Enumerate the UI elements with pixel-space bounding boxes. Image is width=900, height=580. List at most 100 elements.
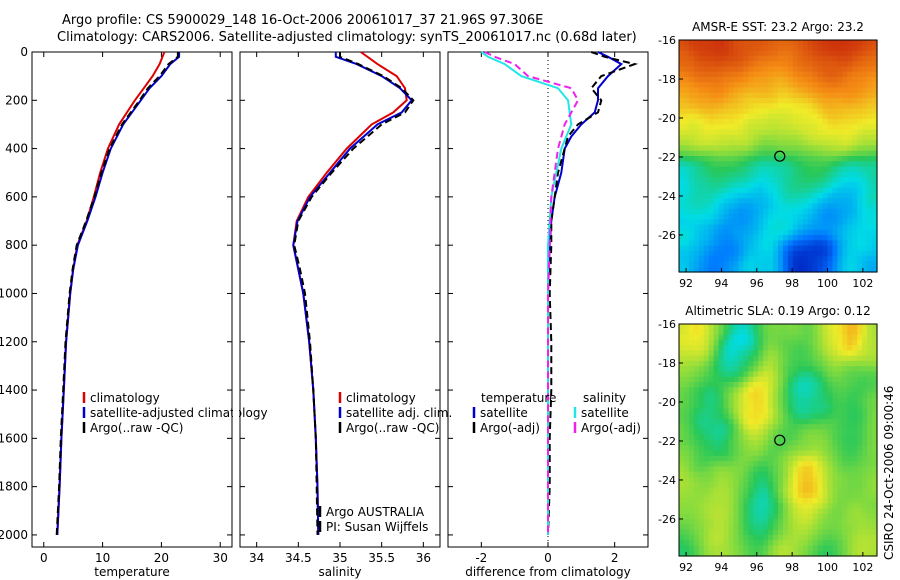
heatmap-cell (693, 382, 700, 388)
heatmap-cell (842, 387, 848, 394)
heatmap-cell (778, 482, 784, 489)
heatmap-cell (807, 545, 814, 552)
heatmap-cell (827, 113, 834, 120)
heatmap-cell (728, 129, 735, 136)
heatmap-cell (827, 339, 834, 346)
heatmap-cell (812, 413, 819, 420)
heatmap-cell (802, 171, 809, 178)
heatmap-cell (688, 545, 695, 552)
heatmap-cell (797, 418, 804, 425)
heatmap-cell (713, 466, 720, 473)
heatmap-cell (733, 214, 739, 220)
heatmap-cell (827, 519, 834, 525)
heatmap-cell (708, 140, 715, 147)
heatmap-cell (807, 519, 814, 525)
heatmap-cell (703, 224, 710, 231)
heatmap-cell (817, 376, 824, 383)
heatmap-cell (728, 487, 735, 494)
heatmap-cell (683, 150, 690, 157)
heatmap-cell (743, 235, 749, 241)
heatmap-cell (842, 492, 848, 499)
heatmap-cell (872, 397, 878, 404)
heatmap-cell (832, 445, 838, 452)
heatmap-cell (773, 103, 779, 110)
heatmap-cell (782, 113, 789, 120)
heatmap-cell (857, 450, 863, 457)
heatmap-cell (743, 376, 749, 383)
heatmap-cell (773, 92, 779, 99)
heatmap-cell (718, 513, 725, 520)
heatmap-cell (827, 61, 834, 67)
heatmap-cell (782, 235, 789, 241)
heatmap-cell (688, 145, 695, 152)
heatmap-cell (807, 392, 814, 399)
heatmap-cell (733, 171, 739, 178)
heatmap-cell (753, 513, 759, 520)
heatmap-cell (683, 498, 690, 504)
heatmap-cell (773, 492, 779, 499)
heatmap-cell (832, 198, 838, 205)
heatmap-cell (748, 108, 754, 115)
heatmap-cell (773, 177, 779, 183)
heatmap-cell (857, 224, 863, 231)
heatmap-cell (862, 119, 868, 125)
heatmap-cell (782, 329, 789, 336)
heatmap-cell (842, 461, 848, 467)
heatmap-cell (837, 334, 843, 341)
heatmap-cell (852, 134, 858, 141)
heatmap-cell (679, 240, 685, 247)
heatmap-cell (683, 434, 690, 441)
heatmap-cell (812, 61, 819, 67)
heatmap-cell (797, 177, 804, 183)
heatmap-cell (817, 82, 824, 89)
heatmap-cell (852, 534, 858, 541)
heatmap-cell (847, 445, 853, 452)
heatmap-cell (728, 408, 735, 415)
heatmap-cell (758, 87, 764, 94)
heatmap-cell (832, 418, 838, 425)
heatmap-cell (827, 266, 834, 273)
heatmap-cell (738, 418, 744, 425)
heatmap-cell (743, 519, 749, 525)
heatmap-cell (713, 482, 720, 489)
heatmap-cell (758, 166, 764, 173)
heatmap-cell (679, 387, 685, 394)
heatmap-cell (842, 382, 848, 388)
heatmap-cell (832, 76, 838, 83)
heatmap-cell (822, 487, 829, 494)
heatmap-cell (778, 108, 784, 115)
heatmap-cell (847, 256, 853, 263)
heatmap-cell (698, 219, 705, 226)
heatmap-cell (703, 503, 710, 510)
heatmap-cell (797, 508, 804, 515)
heatmap-cell (802, 529, 809, 536)
heatmap-cell (748, 240, 754, 247)
heatmap-cell (773, 198, 779, 205)
heatmap-cell (852, 471, 858, 478)
heatmap-cell (792, 92, 799, 99)
heatmap-cell (857, 334, 863, 341)
heatmap-cell (718, 235, 725, 241)
heatmap-cell (847, 219, 853, 226)
heatmap-cell (743, 229, 749, 236)
heatmap-cell (723, 450, 730, 457)
heatmap-cell (802, 440, 809, 446)
heatmap-cell (753, 445, 759, 452)
heatmap-cell (723, 498, 730, 504)
heatmap-cell (693, 66, 700, 73)
heatmap-cell (763, 119, 769, 125)
heatmap-cell (718, 124, 725, 131)
heatmap-cell (867, 103, 873, 110)
heatmap-cell (713, 224, 720, 231)
heatmap-cell (812, 156, 819, 162)
heatmap-cell (867, 445, 873, 452)
heatmap-cell (758, 76, 764, 83)
sst-map-argo-location-marker (774, 150, 786, 162)
heatmap-cell (778, 129, 784, 136)
heatmap-cell (842, 245, 848, 252)
heatmap-cell (797, 482, 804, 489)
heatmap-cell (862, 103, 868, 110)
heatmap-cell (837, 476, 843, 483)
heatmap-cell (698, 545, 705, 552)
heatmap-cell (748, 50, 754, 57)
